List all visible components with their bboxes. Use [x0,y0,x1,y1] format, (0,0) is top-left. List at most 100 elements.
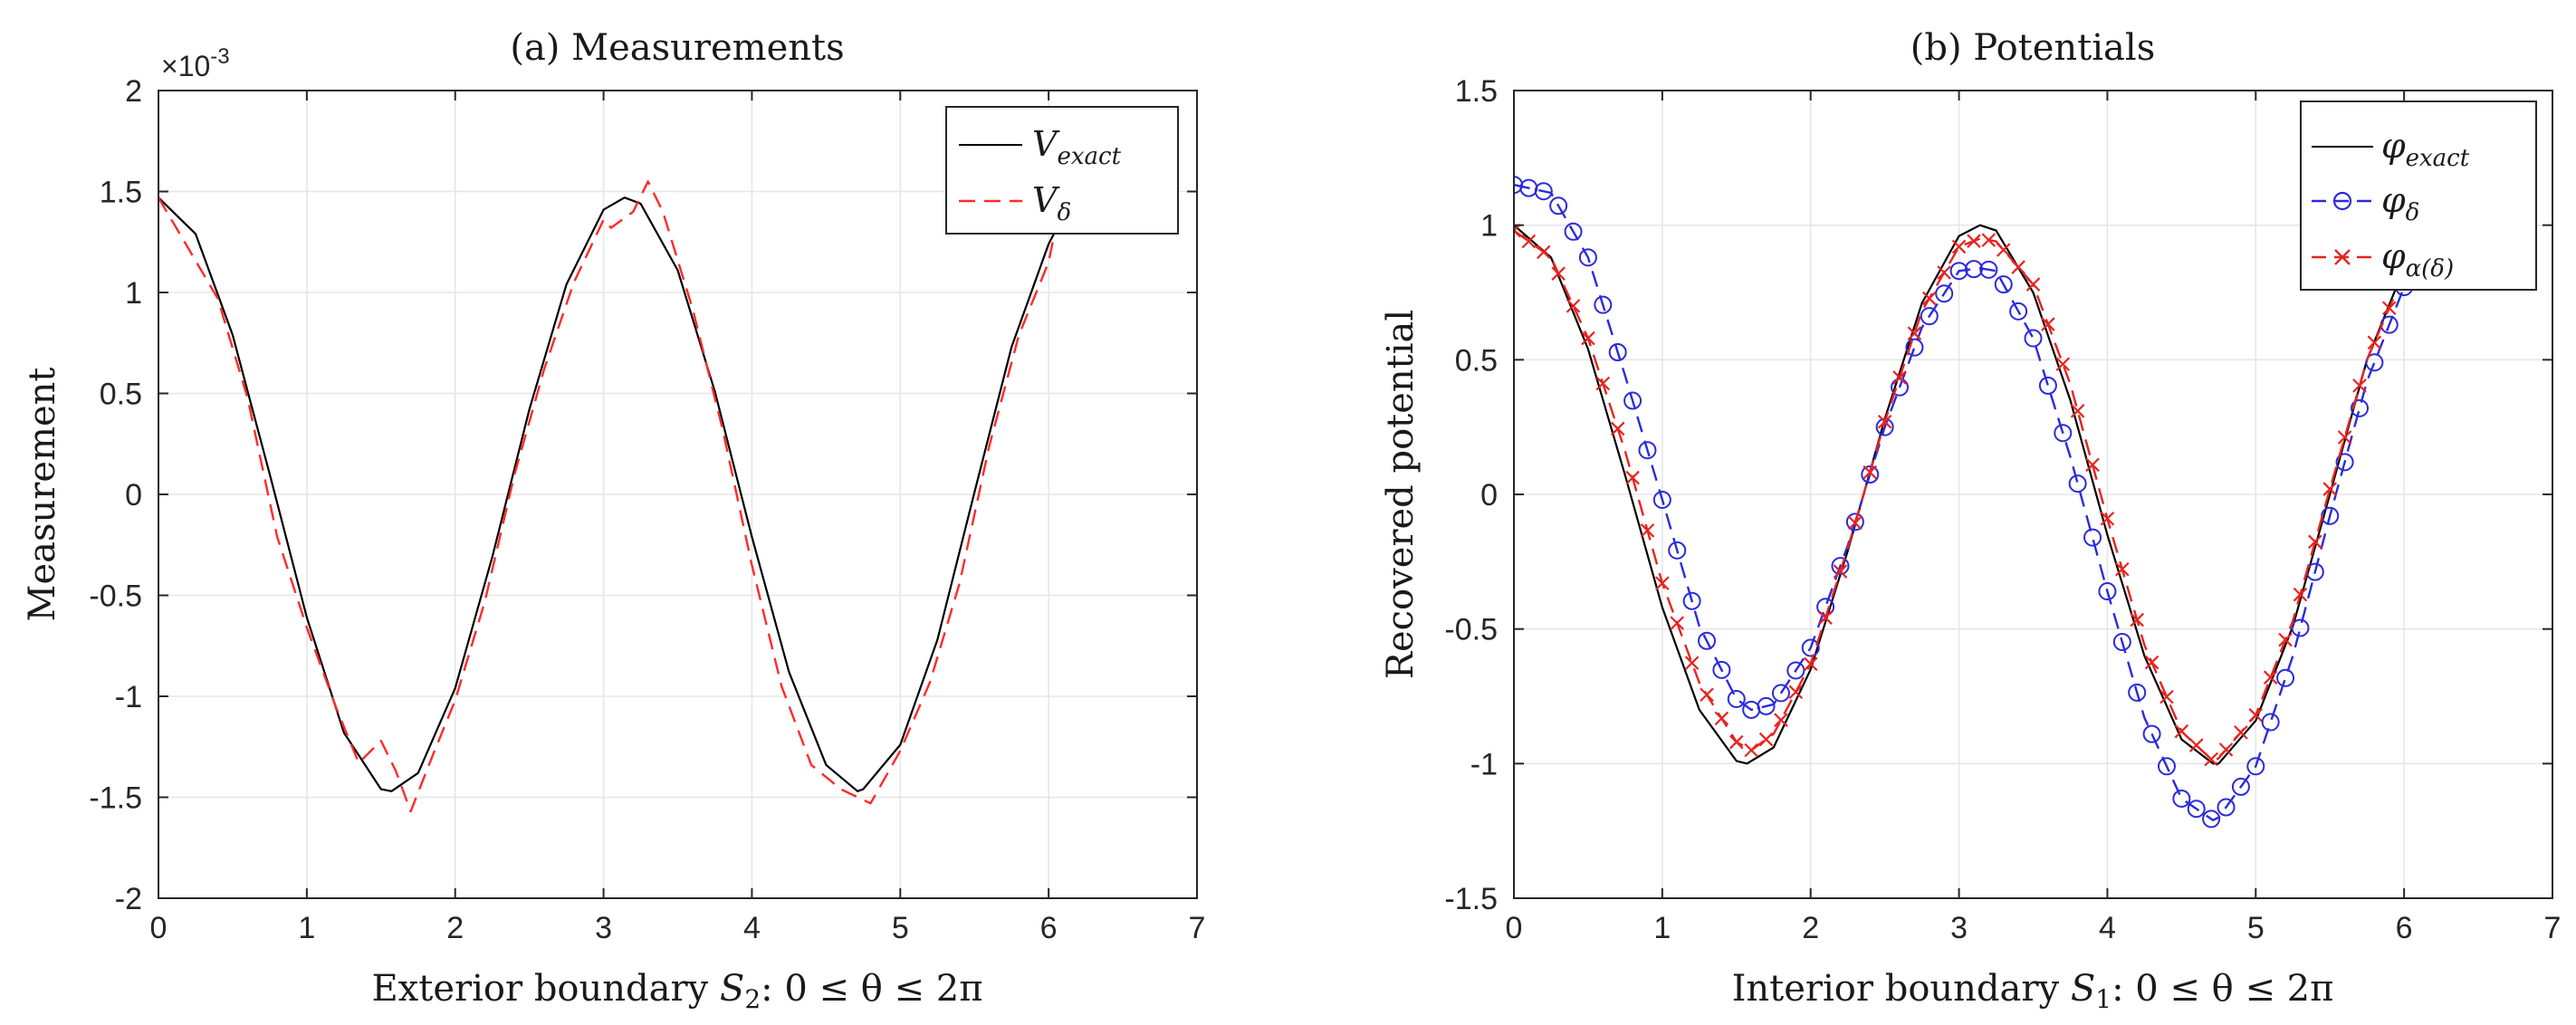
data-point-x [1640,523,1655,538]
data-point-circle [2054,424,2073,443]
data-point-circle [2157,757,2176,776]
data-point-circle [1757,696,1776,715]
data-point-circle [1638,441,1657,460]
x-tick-label: 5 [2247,911,2265,945]
data-point-x [1670,616,1685,630]
x-tick-label: 4 [2099,911,2116,945]
data-point-x [1684,656,1700,670]
data-point-circle [1861,465,1880,484]
data-point-x [2085,457,2100,473]
data-point-circle [1549,196,1568,216]
data-point-x [2337,430,2352,445]
y-axis-label: Measurement [22,368,63,622]
data-point-circle [2187,800,2206,819]
x-tick-label: 3 [595,911,612,945]
data-point-x [1655,576,1670,590]
x-tick-label: 6 [2396,911,2413,945]
x-tick-label: 7 [2544,911,2562,945]
data-point-x [2263,670,2278,685]
data-point-x [2322,482,2337,496]
data-point-x [1566,299,1581,313]
data-point-x [2055,357,2071,371]
data-point-x [1595,376,1611,391]
data-point-circle [2202,809,2221,829]
data-point-circle [2038,376,2057,395]
data-point-x [1863,465,1878,480]
data-point-x [2100,511,2115,526]
data-point-x [1714,711,1729,726]
data-point-x [1922,291,1937,306]
data-point-circle [1623,391,1642,410]
data-point-circle [1534,182,1553,201]
data-point-circle [1564,222,1583,241]
data-point-circle [2024,329,2043,348]
data-point-circle [2009,302,2028,321]
data-point-x [1967,234,1981,248]
data-point-x [1700,687,1714,702]
legend-box [945,106,1179,235]
x-tick-label: 5 [892,911,909,945]
legend-entry-phi-exact: φexact [2381,126,2470,172]
legend-entry-v-exact: Vexact [1032,124,1122,170]
y-tick-label: 0 [125,478,142,512]
data-point-x [1788,685,1804,700]
data-point-circle [1771,684,1790,703]
data-point-x [1610,421,1625,436]
series-line-phi-exact [1514,224,2413,765]
data-point-x [2070,404,2085,418]
data-point-circle [1949,262,1968,281]
data-point-circle [2365,353,2384,372]
data-point-circle [2098,582,2117,601]
data-point-circle [1979,260,1998,279]
data-point-circle [2112,632,2131,651]
x-tick-label: 3 [1950,911,1968,945]
series-line-V-delta [158,180,1058,813]
x-axis-label: Interior boundary S1: 0 ≤ θ ≤ 2π [1732,968,2334,1014]
data-point-circle [1608,343,1627,362]
y-tick-label: -1 [1470,747,1498,781]
data-point-x [1833,564,1848,579]
data-point-x [2130,612,2144,627]
data-point-circle [2142,724,2161,743]
data-point-circle [2128,683,2147,702]
y-tick-label: -1 [115,680,142,714]
data-point-x [2308,534,2322,550]
data-point-circle [2068,474,2087,493]
y-axis-label: Recovered potential [1380,310,1422,679]
chart-title: (b) Potentials [1910,27,2155,69]
data-point-circle [2172,789,2191,808]
data-point-x [2278,632,2293,647]
y-tick-label: -1.5 [1444,882,1498,916]
data-point-circle [1712,660,1731,679]
legend-entry-phi-alpha-delta: φα(δ) [2381,236,2454,283]
data-point-circle [2231,777,2250,796]
data-point-x [1951,239,1967,254]
x-tick-label: 6 [1040,911,1058,945]
ticks-b: 0 1 2 3 4 5 6 7 -1.5 -1 -0.5 0 0.5 1 1.5 [1444,74,2561,945]
data-point-circle [2276,668,2295,687]
legend-b: φexact φδ φα(δ) [2300,101,2537,291]
y-tick-label: -0.5 [1444,613,1498,647]
y-tick-label: 0.5 [100,378,142,412]
y-tick-label: 1.5 [100,176,142,210]
data-point-x [1937,265,1951,280]
data-point-x [2293,587,2308,602]
data-point-circle [1935,284,1954,303]
data-point-x [2174,723,2189,739]
legend-marker-x-icon [2334,249,2351,265]
data-point-x [2188,738,2204,752]
data-point-x [1803,656,1818,672]
series-line-phi-alpha-delta [1514,229,2413,762]
y-tick-label: 1 [1480,209,1498,244]
y-tick-label: 2 [125,74,142,109]
data-point-x [2159,689,2174,704]
data-point-x [2218,742,2234,757]
x-tick-label: 1 [1653,911,1671,945]
data-point-circle [2246,757,2265,776]
data-point-circle [1801,638,1820,657]
y-tick-label: -0.5 [89,580,142,614]
data-point-circle [1905,338,1924,357]
x-tick-label: 0 [150,911,168,945]
data-point-circle [1682,591,1701,610]
